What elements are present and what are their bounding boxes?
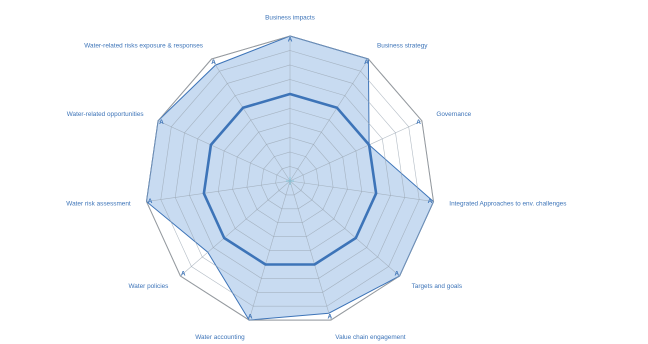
reference-ring	[202, 92, 378, 266]
grid-spoke	[157, 120, 291, 182]
point-label: A	[211, 59, 216, 66]
grid-spoke	[146, 180, 291, 202]
grid-spoke	[289, 180, 400, 277]
axis-label-layer: Business impacts Business strategy Governa…	[66, 15, 566, 341]
axis-label: Value chain engagement	[335, 334, 405, 341]
axis-label: Business impacts	[265, 15, 315, 22]
grid-ring	[217, 108, 363, 251]
point-label: A	[364, 59, 369, 66]
grid-ring	[246, 137, 334, 223]
point-label: A	[394, 270, 399, 277]
point-label: A	[148, 198, 153, 205]
grid-spoke	[180, 180, 291, 277]
axis-label: Targets and goals	[412, 283, 462, 290]
axis-label: Water policies	[128, 283, 168, 290]
grid-ring	[146, 35, 434, 321]
axis-label: Business strategy	[377, 42, 428, 49]
point-label: A	[327, 313, 332, 320]
grid-spoke	[289, 180, 434, 202]
grid-layer	[146, 35, 434, 321]
axis-label: Integrated Approaches to env. challenges	[449, 201, 566, 208]
grid-ring	[174, 64, 406, 293]
grid-ring	[260, 151, 320, 210]
grid-spoke	[289, 120, 423, 182]
axis-label: Governance	[436, 111, 471, 118]
center-layer	[286, 177, 294, 185]
grid-spoke	[248, 180, 291, 321]
reference-ring-layer	[202, 92, 378, 266]
point-label-layer: A A A A A A A A A A A	[148, 36, 433, 320]
grid-ring	[275, 166, 305, 196]
axis-label: Water accounting	[195, 334, 245, 341]
grid-spoke	[289, 58, 369, 182]
grid-spoke	[289, 180, 332, 321]
grid-ring	[232, 122, 348, 237]
point-label: A	[181, 270, 186, 277]
point-label: A	[288, 36, 293, 43]
axis-label: Water-related risks exposure & responses	[84, 42, 203, 49]
point-label: A	[416, 119, 421, 126]
point-label: A	[159, 119, 164, 126]
grid-ring	[160, 50, 420, 307]
axis-label: Water risk assessment	[66, 201, 131, 208]
axis-label: Water-related opportunities	[67, 111, 144, 118]
point-label: A	[248, 313, 253, 320]
point-label: A	[428, 198, 433, 205]
grid-spoke	[211, 58, 291, 182]
grid-ring	[189, 79, 391, 279]
